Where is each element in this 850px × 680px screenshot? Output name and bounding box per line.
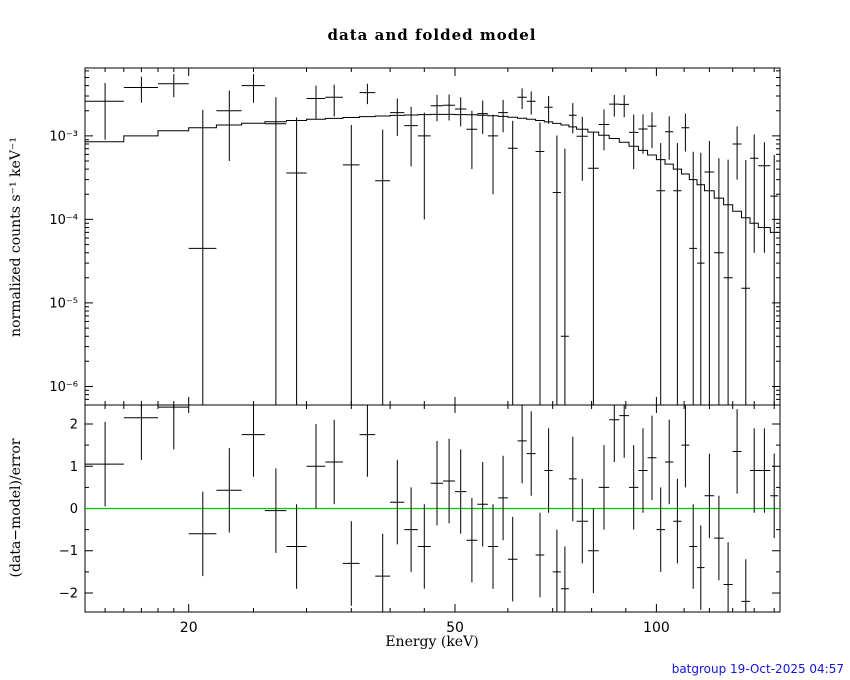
svg-text:1: 1 — [70, 460, 78, 475]
svg-text:10⁻⁴: 10⁻⁴ — [49, 213, 78, 228]
svg-text:−1: −1 — [59, 544, 78, 559]
axes-frame — [84, 67, 781, 613]
spectrum-data-crosses — [85, 74, 779, 405]
plot-title: data and folded model — [327, 26, 537, 44]
svg-text:0: 0 — [70, 502, 78, 517]
timestamp-footer: batgroup 19-Oct-2025 04:57 — [671, 662, 844, 676]
spectrum-panel — [85, 74, 779, 405]
tick-labels: 20 50 100 10⁻³ 10⁻⁴ 10⁻⁵ 10⁻⁶ −2 −1 0 1 2 — [49, 129, 669, 636]
svg-text:10⁻³: 10⁻³ — [49, 129, 78, 144]
svg-text:100: 100 — [643, 620, 670, 636]
residual-panel — [85, 405, 779, 612]
svg-text:10⁻⁵: 10⁻⁵ — [49, 296, 78, 311]
folded-model-line — [85, 113, 779, 233]
y-axis-label-bottom: (data−model)/error — [8, 438, 24, 578]
svg-text:−2: −2 — [59, 587, 78, 602]
x-axis-label: Energy (keV) — [385, 634, 479, 650]
svg-text:20: 20 — [180, 620, 198, 636]
axis-ticks — [85, 68, 780, 612]
svg-text:50: 50 — [446, 620, 464, 636]
svg-text:2: 2 — [70, 418, 78, 433]
svg-text:10⁻⁶: 10⁻⁶ — [49, 380, 78, 395]
residual-data-crosses — [85, 405, 779, 612]
y-axis-label-top: normalized counts s⁻¹ keV⁻¹ — [8, 137, 24, 337]
